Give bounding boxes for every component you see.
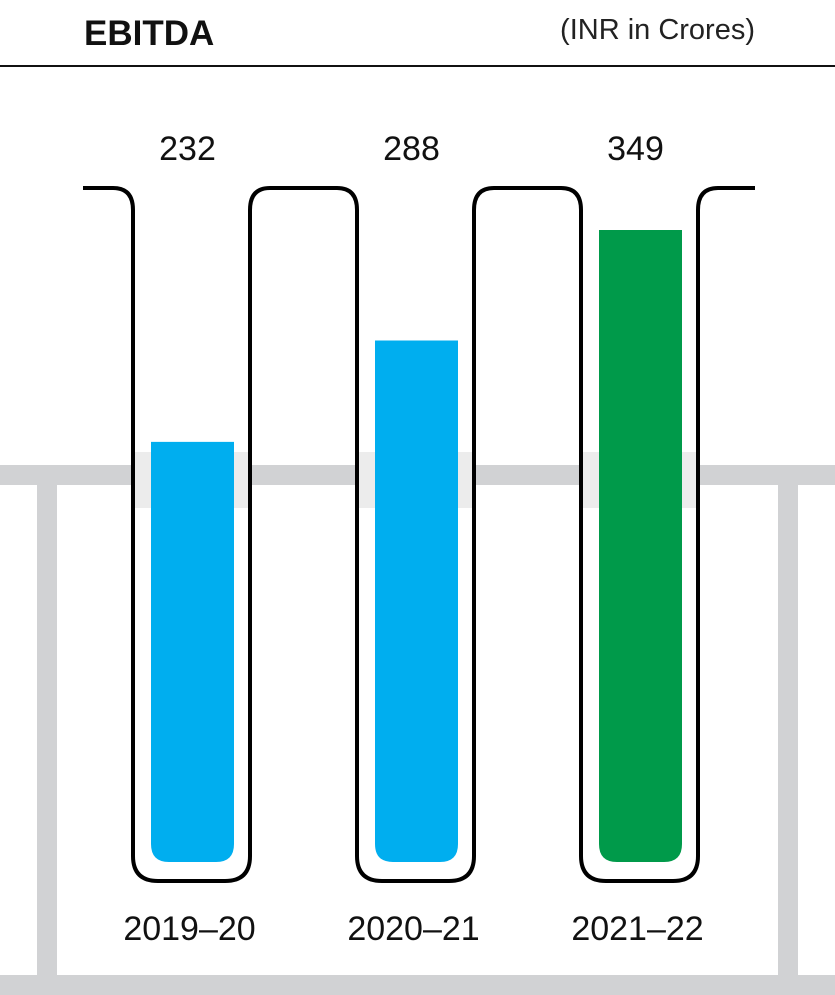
title-rule xyxy=(0,65,835,67)
bar-2021–22 xyxy=(599,230,682,862)
rack-right-leg xyxy=(778,485,798,995)
unit-label: (INR in Crores) xyxy=(560,14,755,46)
data-label: 288 xyxy=(383,130,440,168)
category-label: 2019–20 xyxy=(123,910,255,948)
category-label: 2020–21 xyxy=(347,910,479,948)
data-label: 349 xyxy=(607,130,664,168)
test-tube-outline xyxy=(83,186,755,883)
rack-left-leg xyxy=(37,485,57,995)
bar-2020–21 xyxy=(375,340,458,862)
rack-bottom-bar xyxy=(0,975,835,995)
data-label: 232 xyxy=(159,130,216,168)
bar-2019–20 xyxy=(151,441,234,862)
category-label: 2021–22 xyxy=(571,910,703,948)
chart-title: EBITDA xyxy=(84,14,215,53)
